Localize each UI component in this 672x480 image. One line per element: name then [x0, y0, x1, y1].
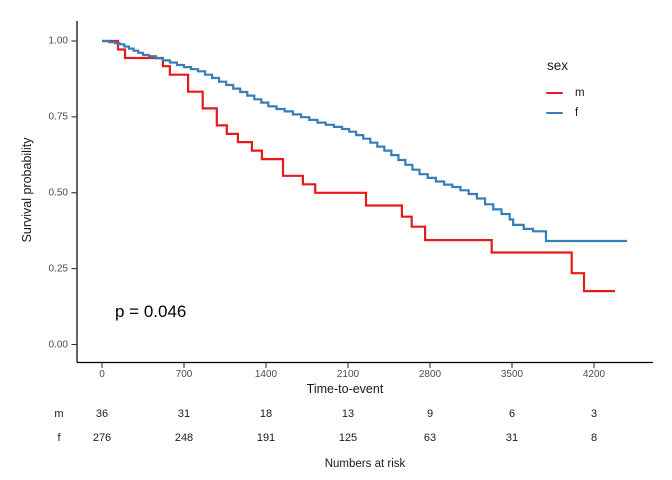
survival-curve-m	[102, 39, 616, 293]
risk-count-f-3500: 31	[505, 432, 519, 444]
y-axis-label: Survival probability	[20, 137, 34, 243]
legend-line-swatch-f	[546, 111, 563, 115]
y-tick-label: 0.75	[48, 111, 68, 123]
risk-count-m-1400: 18	[259, 408, 273, 420]
legend-entry-m: m	[546, 83, 585, 103]
risk-count-f-2800: 63	[423, 432, 437, 444]
risk-row-label-f: f	[57, 432, 61, 444]
risk-count-m-2800: 9	[426, 408, 434, 420]
risk-count-m-700: 31	[177, 408, 191, 420]
risk-count-f-4200: 8	[590, 432, 598, 444]
legend-entry-label: m	[575, 87, 585, 99]
risk-count-m-2100: 13	[341, 408, 355, 420]
risk-count-f-0: 276	[92, 432, 112, 444]
x-tick-label: 2100	[336, 369, 360, 380]
x-tick-label: 3500	[500, 369, 524, 380]
legend-line-swatch-m	[546, 91, 563, 95]
survival-curve-f	[102, 39, 627, 243]
legend-entry-f: f	[546, 103, 585, 123]
risk-count-f-700: 248	[174, 432, 194, 444]
y-tick-label: 0.00	[48, 339, 68, 350]
p-value-annotation: p = 0.046	[115, 302, 187, 321]
risk-count-f-2100: 125	[338, 432, 358, 444]
x-tick-label: 4200	[582, 369, 606, 380]
risk-count-m-4200: 3	[590, 408, 598, 420]
legend-title: sex	[547, 58, 569, 73]
risk-count-m-3500: 6	[508, 408, 516, 420]
y-tick-label: 0.25	[48, 263, 68, 275]
y-tick-label: 1.00	[48, 35, 68, 47]
legend-entry-label: f	[575, 107, 579, 119]
y-tick-label: 0.50	[48, 187, 68, 199]
x-tick-label: 2800	[418, 369, 442, 380]
risk-row-label-m: m	[54, 408, 64, 420]
x-axis-label: Time-to-event	[306, 382, 384, 396]
risk-count-f-1400: 191	[256, 432, 276, 444]
x-tick-label: 0	[99, 369, 105, 380]
x-tick-label: 1400	[254, 369, 278, 380]
risk-table-caption: Numbers at risk	[324, 458, 406, 470]
x-tick-label: 700	[175, 369, 193, 380]
risk-count-m-0: 36	[95, 408, 109, 420]
